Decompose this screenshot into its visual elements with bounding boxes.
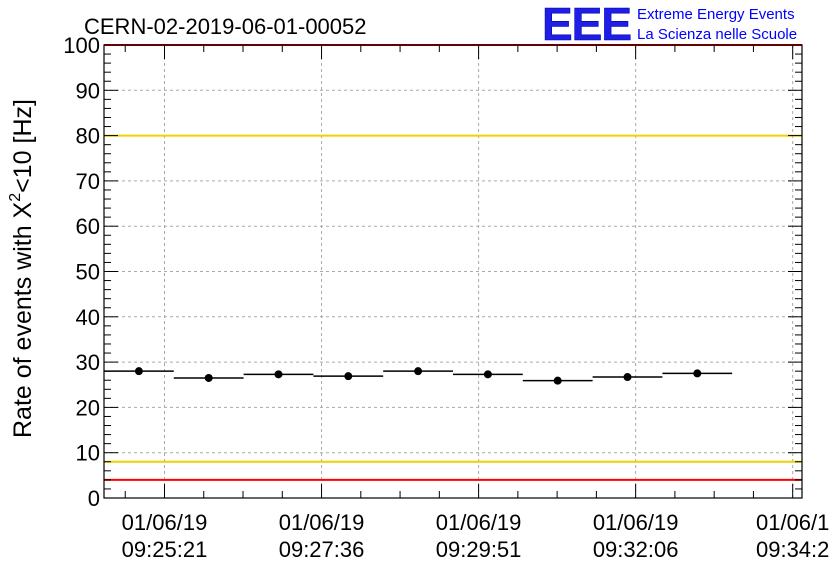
data-point bbox=[274, 370, 283, 379]
y-tick-label: 60 bbox=[76, 214, 100, 239]
data-point bbox=[134, 367, 143, 376]
run-id-title: CERN-02-2019-06-01-00052 bbox=[84, 14, 367, 39]
y-axis-title: Rate of events with X2<10 [Hz] bbox=[7, 99, 37, 438]
y-axis-title-sup: 2 bbox=[7, 193, 24, 202]
data-series bbox=[104, 367, 733, 385]
data-point bbox=[414, 367, 423, 376]
data-point bbox=[623, 373, 632, 382]
y-tick-label: 10 bbox=[76, 441, 100, 466]
y-axis-title-prefix: Rate of events with X bbox=[9, 201, 37, 438]
data-point bbox=[553, 376, 562, 385]
x-tick-label-date: 01/06/19 bbox=[279, 510, 365, 535]
logo-line-2: La Scienza nelle Scuole bbox=[637, 26, 797, 43]
data-point bbox=[204, 373, 213, 382]
data-point bbox=[693, 369, 702, 378]
eee-logo: EEE Extreme Energy Events La Scienza nel… bbox=[542, 0, 797, 50]
y-tick-label: 70 bbox=[76, 169, 100, 194]
x-tick-label-date: 01/06/19 bbox=[593, 510, 679, 535]
grid-lines bbox=[104, 45, 802, 498]
y-tick-label: 90 bbox=[76, 78, 100, 103]
x-tick-labels: 01/06/1909:25:2101/06/1909:27:3601/06/19… bbox=[122, 510, 830, 562]
logo-letters: EEE bbox=[542, 0, 631, 50]
x-tick-label-date: 01/06/19 bbox=[122, 510, 208, 535]
y-tick-labels: 0 10 20 30 40 50 60 70 80 90 100 bbox=[63, 33, 100, 511]
y-axis-title-suffix: <10 [Hz] bbox=[9, 99, 37, 193]
reference-lines bbox=[104, 44, 802, 481]
x-tick-label-date: 01/06/19 bbox=[436, 510, 522, 535]
y-tick-label: 20 bbox=[76, 395, 100, 420]
y-tick-label: 100 bbox=[63, 33, 100, 58]
y-tick-label: 40 bbox=[76, 305, 100, 330]
x-tick-label-time: 09:25:21 bbox=[122, 537, 208, 562]
data-point bbox=[344, 372, 353, 381]
y-tick-label: 30 bbox=[76, 350, 100, 375]
y-tick-label: 50 bbox=[76, 260, 100, 285]
y-tick-label: 0 bbox=[88, 486, 100, 511]
x-tick-label-date: 01/06/1 bbox=[756, 510, 829, 535]
x-tick-label-time: 09:34:2 bbox=[756, 537, 829, 562]
logo-line-1: Extreme Energy Events bbox=[637, 6, 795, 23]
x-tick-label-time: 09:27:36 bbox=[279, 537, 365, 562]
x-tick-label-time: 09:32:06 bbox=[593, 537, 679, 562]
x-tick-label-time: 09:29:51 bbox=[436, 537, 522, 562]
y-tick-label: 80 bbox=[76, 124, 100, 149]
plot-frame bbox=[103, 44, 803, 499]
data-point bbox=[483, 370, 492, 379]
